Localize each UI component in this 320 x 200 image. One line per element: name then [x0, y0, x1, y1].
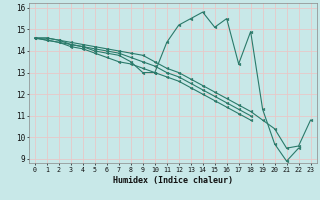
X-axis label: Humidex (Indice chaleur): Humidex (Indice chaleur)	[113, 176, 233, 185]
